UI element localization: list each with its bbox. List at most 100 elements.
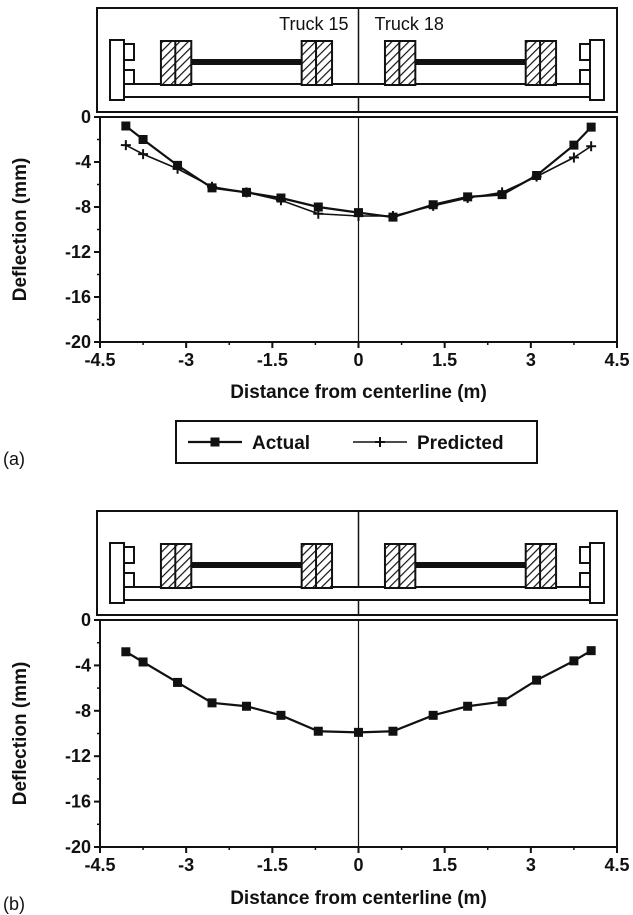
x-tick-label: -3 xyxy=(178,350,194,370)
data-point xyxy=(586,122,596,132)
data-point xyxy=(463,701,473,711)
x-tick-label: 4.5 xyxy=(604,855,629,875)
x-tick-label: 3 xyxy=(526,350,536,370)
x-tick-label: 1.5 xyxy=(432,350,457,370)
truck-wheel-icon xyxy=(315,40,334,86)
legend-label-actual: Actual xyxy=(252,433,310,454)
data-point xyxy=(173,677,183,687)
data-point xyxy=(428,710,438,720)
chart-panel-a: Truck 15 Truck 18 0 -4 -8 -12 -16 -20-4.5 -3 -1.… xyxy=(3,7,630,469)
data-point xyxy=(276,710,286,720)
x-axis-title: Distance from centerline (m) xyxy=(230,888,487,909)
truck-wheel-icon xyxy=(398,543,417,589)
y-tick-label: -20 xyxy=(65,332,91,352)
data-point xyxy=(121,121,131,131)
truck-icon xyxy=(159,40,334,86)
y-tick-label: -12 xyxy=(65,242,91,262)
truck-axle xyxy=(180,59,313,65)
chart-panel-b: 0 -4 -8 -12 -16 -20-4.5 -3 -1.5 0 1.5 3 4.5 Deflect… xyxy=(3,510,630,914)
truck-icon xyxy=(383,543,558,589)
data-point xyxy=(388,726,398,736)
y-tick-label: -4 xyxy=(75,152,91,172)
truck-wheel-icon xyxy=(398,40,417,86)
barrier-icon xyxy=(109,542,135,604)
data-point xyxy=(353,211,364,221)
x-tick-label: 4.5 xyxy=(604,350,629,370)
truck-wheel-icon xyxy=(174,40,193,86)
x-tick-label: 1.5 xyxy=(432,855,457,875)
data-point xyxy=(532,675,542,685)
truck-wheel-icon xyxy=(539,543,558,589)
barrier-icon xyxy=(109,39,135,101)
y-tick-label: 0 xyxy=(81,610,91,630)
data-point xyxy=(313,202,323,212)
panel-label: (a) xyxy=(3,449,25,469)
data-point xyxy=(531,171,542,182)
data-point xyxy=(569,140,579,150)
data-point xyxy=(138,135,148,144)
truck-icon xyxy=(159,543,334,589)
x-tick-label: 0 xyxy=(353,350,363,370)
legend: Actual Predicted xyxy=(175,420,538,464)
schematic-frame xyxy=(96,510,618,616)
data-point xyxy=(569,656,579,666)
barrier-icon xyxy=(579,39,605,101)
truck-axle xyxy=(404,59,537,65)
legend-label-predicted: Predicted xyxy=(417,433,504,454)
y-tick-label: -4 xyxy=(75,655,91,675)
data-point xyxy=(313,726,323,736)
x-tick-label: 3 xyxy=(526,855,536,875)
schematic-frame xyxy=(96,7,618,113)
data-point xyxy=(586,141,597,152)
truck-wheel-icon xyxy=(174,543,193,589)
x-tick-label: -4.5 xyxy=(84,855,115,875)
data-point xyxy=(568,152,579,163)
data-point xyxy=(207,181,218,192)
legend-marker-actual xyxy=(210,437,220,447)
data-point xyxy=(497,187,508,198)
data-point xyxy=(497,697,507,707)
y-tick-label: 0 xyxy=(81,107,91,127)
x-tick-label: 0 xyxy=(353,855,363,875)
truck-label: Truck 18 xyxy=(375,14,444,34)
y-tick-label: -16 xyxy=(65,287,91,307)
truck-icon xyxy=(383,40,558,86)
data-point xyxy=(428,200,439,211)
barrier-icon xyxy=(579,542,605,604)
data-point xyxy=(172,163,183,174)
data-point xyxy=(586,646,596,656)
data-point xyxy=(241,701,251,711)
data-point xyxy=(387,211,398,221)
series-data xyxy=(121,646,596,737)
truck-wheel-icon xyxy=(315,543,334,589)
x-axis-title: Distance from centerline (m) xyxy=(230,382,487,403)
data-point xyxy=(121,647,131,657)
truck-wheel-icon xyxy=(539,40,558,86)
truck-label: Truck 15 xyxy=(279,14,348,34)
x-tick-label: -4.5 xyxy=(84,350,115,370)
bridge-cross-section-icon xyxy=(96,510,618,616)
x-tick-label: -3 xyxy=(178,855,194,875)
plot-area: 0 -4 -8 -12 -16 -20-4.5 -3 -1.5 0 1.5 3 4.5 xyxy=(65,610,630,875)
y-tick-label: -8 xyxy=(75,701,91,721)
y-tick-label: -8 xyxy=(75,197,91,217)
y-axis-title: Deflection (mm) xyxy=(10,662,31,806)
x-tick-label: -1.5 xyxy=(257,855,288,875)
data-point xyxy=(354,727,363,737)
plot-area: 0 -4 -8 -12 -16 -20-4.5 -3 -1.5 0 1.5 3 4.5 xyxy=(65,107,630,370)
y-axis-title: Deflection (mm) xyxy=(10,158,31,302)
truck-axle xyxy=(404,562,537,568)
y-tick-label: -12 xyxy=(65,746,91,766)
data-point xyxy=(462,193,473,203)
data-point xyxy=(138,149,149,160)
truck-axle xyxy=(180,562,313,568)
legend-marker-predicted xyxy=(375,437,385,447)
x-tick-label: -1.5 xyxy=(257,350,288,370)
y-tick-label: -16 xyxy=(65,792,91,812)
data-point xyxy=(275,195,286,206)
bridge-cross-section-icon: Truck 15 Truck 18 xyxy=(96,7,618,113)
data-point xyxy=(138,657,148,667)
data-point xyxy=(120,140,131,151)
series-predicted xyxy=(120,140,597,221)
